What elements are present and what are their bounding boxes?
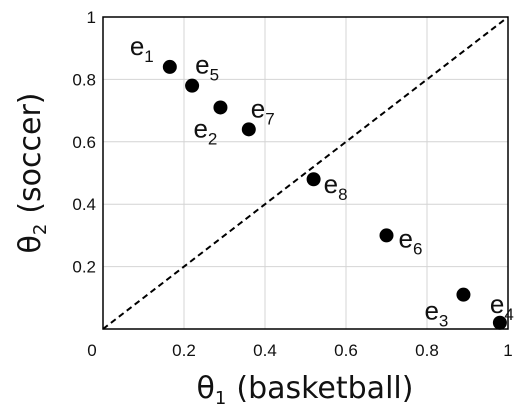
x-tick-label: 0.6 xyxy=(334,341,358,360)
y-axis-title: θ2 (soccer) xyxy=(13,93,51,254)
diagonal-reference-line xyxy=(102,16,509,330)
y-tick-label: 0.2 xyxy=(72,258,96,277)
y-tick-label: 0.8 xyxy=(72,70,96,89)
y-axis-symbol: θ xyxy=(13,235,48,253)
point-label-e5: e5 xyxy=(195,50,219,85)
x-tick-labels: 0 0.2 0.4 0.6 0.8 1 xyxy=(87,341,512,360)
data-point-e5 xyxy=(185,78,200,93)
x-tick-label: 1 xyxy=(503,341,512,360)
data-point-e4 xyxy=(492,315,507,330)
plot-frame xyxy=(102,16,509,330)
data-point-e6 xyxy=(379,228,394,243)
point-label-e7: e7 xyxy=(251,93,275,128)
y-axis-subscript: 2 xyxy=(30,224,51,235)
x-axis-symbol: θ xyxy=(197,371,215,406)
y-tick-label: 1 xyxy=(87,8,96,27)
point-label-e6: e6 xyxy=(399,223,423,258)
point-label-e3: e3 xyxy=(424,296,448,331)
x-tick-label: 0.4 xyxy=(253,341,277,360)
x-axis-subscript: 1 xyxy=(215,388,226,409)
x-tick-label: 0 xyxy=(87,341,96,360)
y-axis-label: (soccer) xyxy=(13,93,48,214)
point-label-e8: e8 xyxy=(324,169,348,204)
data-point-e7 xyxy=(241,122,256,137)
grid xyxy=(103,17,508,329)
y-tick-label: 0.6 xyxy=(72,133,96,152)
data-point-e3 xyxy=(456,287,471,302)
x-tick-label: 0.8 xyxy=(415,341,439,360)
x-axis-title: θ1 (basketball) xyxy=(197,371,414,409)
y-tick-labels: 0.2 0.4 0.6 0.8 1 xyxy=(72,8,96,277)
point-label-e4: e4 xyxy=(490,289,514,324)
data-point-e8 xyxy=(306,172,321,187)
point-label-e1: e1 xyxy=(130,31,154,66)
data-points: e1 e2 e3 e4 e5 e6 e7 e8 xyxy=(130,31,514,331)
data-point-e1 xyxy=(162,59,177,74)
x-axis-label: (basketball) xyxy=(236,371,413,406)
y-tick-label: 0.4 xyxy=(72,195,96,214)
data-point-e2 xyxy=(213,100,228,115)
point-label-e2: e2 xyxy=(193,113,217,148)
x-tick-label: 0.2 xyxy=(172,341,196,360)
